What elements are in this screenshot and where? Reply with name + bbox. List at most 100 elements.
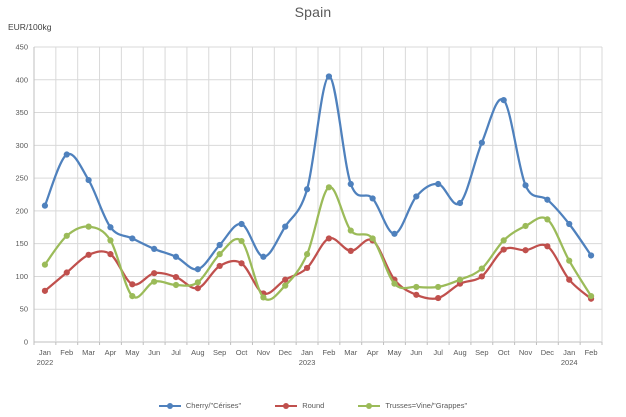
data-point-series-0	[500, 97, 507, 104]
data-point-series-2	[500, 237, 507, 244]
legend-item-2: Trusses=Vine/"Grappes"	[358, 401, 467, 410]
data-point-series-1	[435, 294, 442, 302]
x-tick-label: May	[387, 348, 401, 357]
x-tick-label: Nov	[519, 348, 533, 357]
legend-item-0: Cherry/"Cérises"	[158, 401, 242, 410]
data-point-series-1	[41, 287, 49, 294]
data-point-series-2	[260, 294, 267, 301]
y-tick-label: 400	[15, 75, 28, 84]
x-tick-label: Oct	[236, 348, 249, 357]
data-point-series-2	[282, 282, 289, 289]
data-point-series-2	[238, 237, 245, 245]
data-point-series-2	[325, 184, 333, 191]
data-point-series-2	[41, 261, 49, 268]
data-point-series-2	[456, 276, 464, 283]
data-point-series-0	[435, 180, 442, 188]
legend-label: Cherry/"Cérises"	[185, 401, 242, 410]
legend-dot	[283, 403, 290, 409]
data-point-series-1	[151, 270, 158, 277]
x-tick-label: Sep	[475, 348, 488, 357]
x-tick-label: Jun	[148, 348, 160, 357]
data-point-series-1	[522, 247, 529, 254]
data-point-series-0	[544, 196, 551, 203]
data-point-series-1	[413, 291, 420, 298]
y-tick-label: 250	[15, 174, 28, 183]
y-tick-label: 150	[15, 239, 28, 248]
data-point-series-1	[303, 264, 311, 272]
data-point-series-0	[303, 186, 311, 193]
data-point-series-0	[587, 252, 595, 259]
x-tick-label: Aug	[191, 348, 204, 357]
x-year-label: 2023	[299, 358, 316, 367]
x-tick-label: May	[125, 348, 139, 357]
data-point-series-2	[85, 223, 92, 230]
data-point-series-0	[413, 193, 420, 200]
x-tick-label: Mar	[82, 348, 95, 357]
x-tick-label: Jan	[39, 348, 51, 357]
data-point-series-2	[566, 257, 573, 264]
x-tick-label: Apr	[367, 348, 379, 357]
x-year-label: 2022	[37, 358, 54, 367]
data-point-series-0	[129, 235, 136, 242]
data-point-series-0	[194, 266, 201, 273]
y-tick-label: 300	[15, 141, 28, 150]
data-point-series-2	[544, 216, 551, 223]
legend-label: Round	[302, 401, 325, 410]
legend-marker-icon	[358, 402, 381, 409]
data-point-series-0	[260, 253, 267, 260]
legend-item-1: Round	[275, 401, 324, 410]
data-point-series-0	[522, 182, 529, 189]
data-point-series-0	[369, 195, 376, 202]
x-tick-label: Dec	[541, 348, 555, 357]
y-tick-label: 350	[15, 108, 28, 117]
data-point-series-0	[478, 139, 485, 146]
data-point-series-1	[478, 273, 485, 280]
data-point-series-2	[478, 265, 485, 272]
data-point-series-0	[107, 224, 114, 231]
x-tick-label: Feb	[60, 348, 73, 357]
data-point-series-1	[282, 276, 289, 283]
legend: Cherry/"Cérises" Round Trusses=Vine/"Grapp…	[0, 401, 626, 410]
x-tick-label: Oct	[498, 348, 511, 357]
x-tick-label: Feb	[585, 348, 598, 357]
data-point-series-2	[172, 281, 180, 289]
data-point-series-1	[172, 274, 180, 281]
data-point-series-0	[347, 180, 354, 188]
y-tick-label: 100	[15, 272, 28, 281]
data-point-series-2	[369, 235, 376, 242]
data-point-series-0	[566, 220, 573, 228]
data-point-series-1	[500, 246, 507, 253]
x-tick-label: Apr	[105, 348, 117, 357]
x-tick-label: Jan	[563, 348, 575, 357]
chart-title: Spain	[294, 4, 332, 20]
x-tick-label: Jun	[410, 348, 422, 357]
x-tick-label: Jul	[171, 348, 181, 357]
x-tick-label: Nov	[257, 348, 271, 357]
data-point-series-0	[63, 151, 70, 158]
data-point-series-2	[107, 237, 114, 244]
y-tick-label: 50	[20, 305, 28, 314]
legend-label: Trusses=Vine/"Grappes"	[385, 401, 468, 410]
data-point-series-2	[391, 280, 398, 287]
legend-dot	[366, 403, 373, 409]
data-point-series-1	[544, 243, 551, 250]
x-tick-label: Dec	[279, 348, 293, 357]
x-tick-label: Sep	[213, 348, 226, 357]
data-point-series-1	[216, 262, 223, 270]
data-point-series-0	[282, 223, 289, 230]
x-tick-label: Jul	[433, 348, 443, 357]
data-point-series-1	[238, 260, 245, 267]
data-point-series-1	[85, 251, 92, 258]
x-tick-label: Feb	[322, 348, 335, 357]
data-point-series-2	[303, 251, 311, 258]
data-point-series-2	[347, 227, 354, 234]
data-point-series-1	[566, 276, 573, 283]
legend-marker-icon	[275, 402, 298, 409]
data-point-series-1	[194, 285, 201, 292]
x-year-label: 2024	[561, 358, 578, 367]
data-point-series-0	[41, 202, 49, 209]
y-tick-label: 200	[15, 206, 28, 215]
data-point-series-0	[325, 73, 333, 80]
data-point-series-2	[216, 251, 223, 258]
